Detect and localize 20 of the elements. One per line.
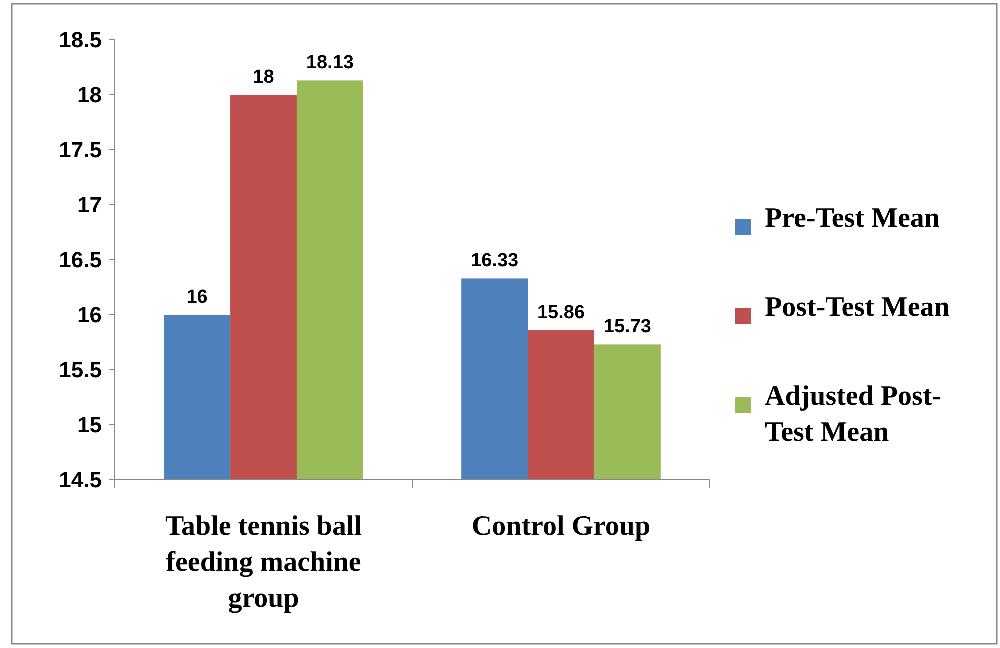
data-label: 18.13 (306, 52, 354, 74)
data-label: 15.73 (604, 316, 652, 338)
y-tick-label: 18 (78, 82, 102, 108)
x-tick-label: Control Group (472, 511, 651, 542)
data-label: 16.33 (471, 250, 519, 272)
y-tick-label: 15.5 (59, 358, 102, 383)
y-tick-label: 16.5 (59, 248, 102, 273)
y-tick-label: 14.5 (59, 468, 102, 493)
data-label: 15.86 (537, 302, 586, 324)
legend-label: Pre-Test Mean (765, 203, 940, 234)
y-tick-label: 16 (78, 302, 102, 328)
y-tick-label: 18.5 (59, 28, 102, 53)
data-label: 16 (186, 287, 208, 308)
legend-label: Adjusted Post-Test Mean (765, 381, 942, 448)
y-tick-label: 17 (78, 192, 102, 218)
y-tick-label: 15 (78, 412, 102, 438)
data-label: 18 (253, 67, 274, 88)
y-tick-label: 17.5 (59, 138, 102, 163)
x-tick-label: Table tennis ball feeding machine group (165, 511, 362, 614)
legend-label: Post-Test Mean (765, 292, 950, 323)
